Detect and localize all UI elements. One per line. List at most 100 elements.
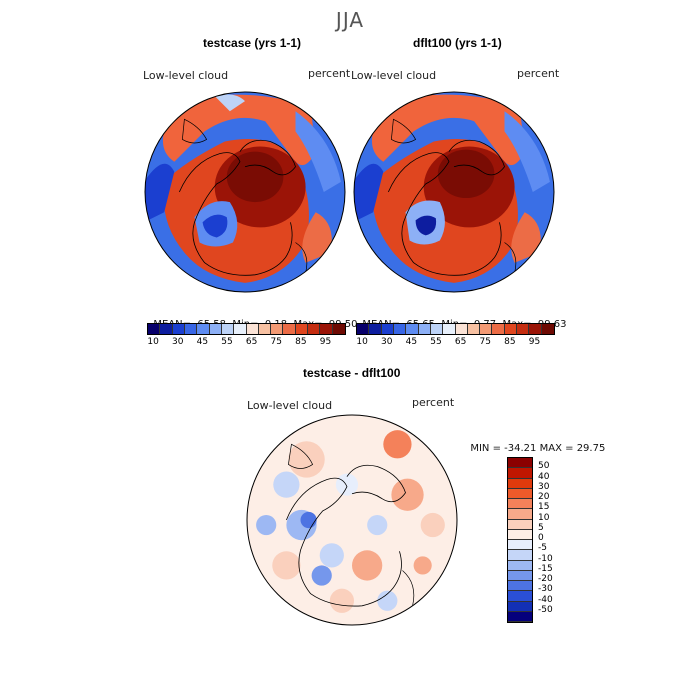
panel1-field-label: Low-level cloud — [143, 69, 229, 82]
diff-colorbar-tick-label: 20 — [538, 492, 550, 502]
panel1-colorbar-tick-label: 85 — [295, 337, 307, 347]
panel2-colorbar-tick-label: 85 — [504, 337, 516, 347]
diff-colorbar-swatch — [508, 478, 532, 489]
diff-colorbar-swatch — [508, 488, 532, 499]
diff-colorbar-tick-label: -15 — [538, 563, 553, 574]
diff-colorbar-tick-label: 40 — [538, 471, 550, 482]
panel2-colorbar-swatch — [369, 324, 382, 334]
panel2-colorbar-swatch — [480, 324, 493, 334]
panel1-colorbar-swatch — [308, 324, 321, 334]
panel2-colorbar-swatch — [467, 324, 481, 334]
diff-colorbar-tick-label: -30 — [538, 584, 553, 595]
panel1-units-label: percent — [308, 67, 351, 80]
panel2-polar-map — [353, 91, 555, 293]
diff-field-label: Low-level cloud — [247, 399, 333, 412]
diff-colorbar-tick-label: 0 — [538, 533, 544, 543]
panel2-colorbar-swatch — [406, 324, 419, 334]
panel2-colorbar-tick-label: 95 — [528, 337, 541, 347]
panel1-colorbar-swatch — [246, 324, 259, 334]
panel2-colorbar-tick-label: 55 — [430, 337, 442, 347]
panel1-colorbar-swatch — [209, 324, 222, 334]
diff-colorbar-swatch — [508, 601, 532, 612]
diff-colorbar-swatch — [508, 560, 532, 571]
diff-title: testcase - dflt100 — [303, 366, 401, 380]
panel1-colorbar-swatch — [160, 324, 173, 334]
panel2-colorbar-tick-label: 65 — [454, 337, 467, 347]
panel1-colorbar-swatch — [332, 324, 345, 334]
panel1-colorbar-swatch — [184, 324, 198, 334]
panel1-colorbar-swatch — [271, 324, 284, 334]
diff-colorbar-tick-label: -40 — [538, 594, 553, 605]
panel1-colorbar-tick-label: 45 — [196, 337, 209, 347]
panel2-colorbar-swatch — [455, 324, 468, 334]
panel1-colorbar-swatch — [295, 324, 309, 334]
diff-max-label: MAX = — [539, 443, 574, 454]
panel2-colorbar — [356, 323, 555, 335]
diff-colorbar-tick-label: 30 — [538, 481, 550, 492]
panel2-colorbar-swatch — [504, 324, 518, 334]
diff-colorbar-swatch — [508, 550, 532, 561]
panel1-title: testcase (yrs 1-1) — [203, 36, 302, 50]
diff-colorbar-swatch — [508, 509, 532, 520]
panel2-colorbar-tick-label: 30 — [381, 337, 393, 347]
diff-colorbar-swatch — [508, 570, 532, 581]
diff-colorbar-tick-label: 50 — [538, 461, 550, 472]
diff-units-label: percent — [412, 396, 455, 409]
diff-colorbar-labels: 50 40 30 20 15 10 5 0 -5 -10 -15 -20 -30 -40 -50 — [538, 457, 568, 621]
diff-colorbar-tick-label: -5 — [538, 543, 547, 554]
panel1-colorbar-swatch — [172, 324, 185, 334]
panel2-colorbar-swatch — [529, 324, 542, 334]
diff-colorbar-tick-label: 15 — [538, 502, 550, 513]
panel2-field-label: Low-level cloud — [351, 69, 437, 82]
panel1-colorbar-swatch — [234, 324, 247, 334]
panel2-colorbar-swatch — [430, 324, 444, 334]
diff-colorbar-swatch — [508, 529, 532, 540]
panel1-colorbar-swatch — [148, 324, 161, 334]
diff-colorbar-tick-label: -10 — [538, 553, 553, 564]
diff-colorbar-swatch — [508, 581, 532, 592]
panel1-colorbar-tick-label: 30 — [172, 337, 184, 347]
panel2-colorbar-swatch — [541, 324, 554, 334]
diff-colorbar-swatch — [508, 611, 532, 622]
panel2-colorbar-tick-label: 75 — [479, 337, 492, 347]
diff-colorbar-swatch — [508, 519, 532, 530]
panel2-colorbar-swatch — [517, 324, 530, 334]
panel2-units-label: percent — [517, 67, 560, 80]
panel1-colorbar-tick-label: 65 — [245, 337, 258, 347]
diff-colorbar-tick-label: -50 — [538, 604, 553, 615]
panel1-colorbar-swatch — [320, 324, 333, 334]
panel2-colorbar-swatch — [492, 324, 505, 334]
panel1-polar-map — [144, 91, 346, 293]
diff-max-value: 29.75 — [576, 443, 606, 454]
diff-colorbar-swatch — [508, 540, 532, 551]
diff-min-label: MIN = — [470, 443, 501, 454]
panel1-colorbar-swatch — [197, 324, 210, 334]
panel1-colorbar-swatch — [258, 324, 272, 334]
panel2-colorbar-swatch — [381, 324, 394, 334]
panel1-colorbar-swatch — [221, 324, 235, 334]
diff-polar-map — [246, 414, 458, 626]
panel2-colorbar-swatch — [393, 324, 407, 334]
diff-colorbar-tick-label: 5 — [538, 522, 544, 533]
panel1-colorbar — [147, 323, 346, 335]
diff-colorbar-tick-label: -20 — [538, 574, 553, 584]
panel2-colorbar-tick-label: 45 — [405, 337, 418, 347]
panel1-colorbar-tick-label: 95 — [319, 337, 332, 347]
diff-colorbar-swatch — [508, 468, 532, 479]
panel1-colorbar-tick-label: 75 — [270, 337, 283, 347]
panel2-colorbar-swatch — [418, 324, 431, 334]
diff-colorbar-tick-label: 10 — [538, 512, 550, 523]
panel2-title: dflt100 (yrs 1-1) — [413, 36, 502, 50]
season-title: JJA — [335, 8, 365, 32]
diff-colorbar-swatch — [508, 499, 532, 510]
panel2-colorbar-tick-label: 10 — [356, 337, 368, 347]
diff-colorbar-swatch — [508, 591, 532, 602]
panel1-colorbar-tick-label: 10 — [147, 337, 159, 347]
diff-colorbar — [507, 457, 533, 623]
panel1-colorbar-tick-label: 55 — [221, 337, 233, 347]
diff-colorbar-swatch — [508, 458, 532, 469]
panel1-colorbar-swatch — [283, 324, 296, 334]
diff-min-value: -34.21 — [504, 443, 537, 454]
panel2-colorbar-swatch — [443, 324, 456, 334]
panel2-colorbar-swatch — [357, 324, 370, 334]
